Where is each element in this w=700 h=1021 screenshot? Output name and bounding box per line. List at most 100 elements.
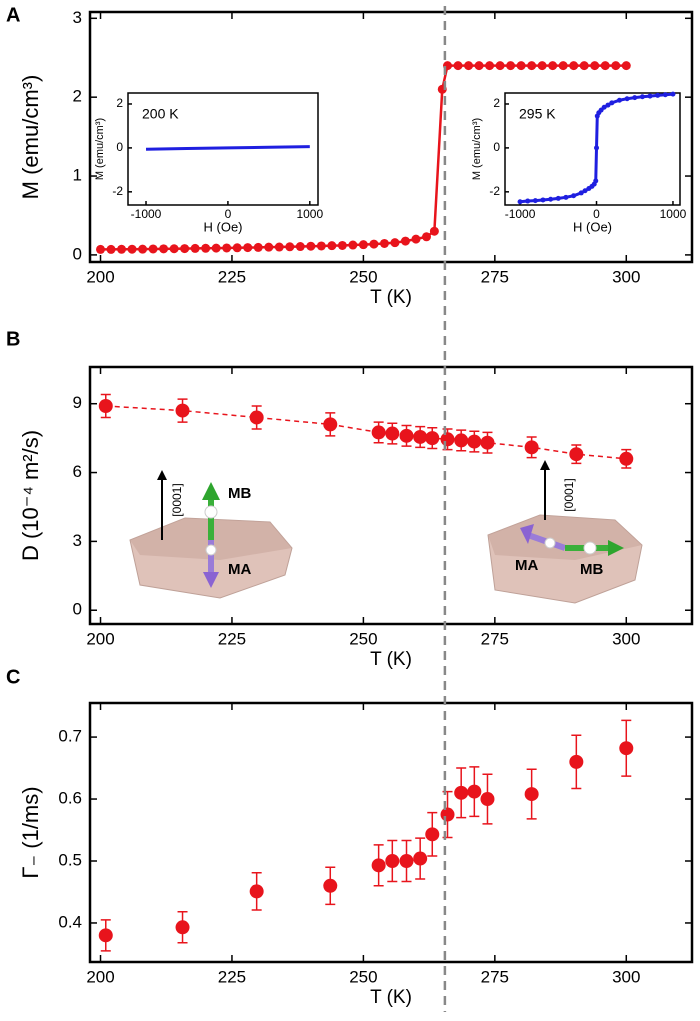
data-point xyxy=(400,236,410,246)
data-point xyxy=(316,241,326,251)
data-point xyxy=(127,244,137,254)
moment-label: MA xyxy=(228,561,251,578)
data-point xyxy=(593,178,599,184)
data-point xyxy=(578,190,584,196)
data-point xyxy=(138,244,148,254)
x-tick-label: 250 xyxy=(349,267,377,286)
data-point xyxy=(371,425,386,440)
x-tick-label: 200 xyxy=(86,629,114,648)
x-tick-label: 1000 xyxy=(296,207,323,221)
panel-label: A xyxy=(6,4,20,26)
data-point xyxy=(670,91,676,97)
plot-frame xyxy=(504,92,681,206)
data-point xyxy=(525,198,531,204)
x-tick-label: -1000 xyxy=(131,207,162,221)
data-point xyxy=(169,244,179,254)
x-tick-label: 275 xyxy=(481,967,509,986)
data-point xyxy=(175,920,190,935)
x-tick-label: 250 xyxy=(349,967,377,986)
trend-line xyxy=(105,405,627,460)
data-point xyxy=(117,244,127,254)
data-point xyxy=(453,61,463,71)
data-point xyxy=(454,433,469,448)
x-tick-label: 0 xyxy=(225,207,232,221)
data-point xyxy=(624,96,630,102)
moment-label: MA xyxy=(515,557,538,574)
x-tick-label: 225 xyxy=(218,267,246,286)
data-point xyxy=(96,244,106,254)
data-point xyxy=(464,61,474,71)
data-point xyxy=(285,242,295,252)
data-point xyxy=(548,61,558,71)
y-tick-label: 0.6 xyxy=(58,789,82,808)
data-point xyxy=(180,244,190,254)
data-point xyxy=(647,93,653,99)
data-line xyxy=(145,145,310,151)
inset-label: 200 K xyxy=(142,106,179,122)
x-tick-label: 200 xyxy=(86,267,114,286)
data-point xyxy=(413,851,428,866)
data-point xyxy=(421,232,431,242)
data-point xyxy=(632,95,638,101)
y-tick-label: 3 xyxy=(73,8,82,27)
data-point xyxy=(337,240,347,250)
data-point xyxy=(98,928,113,943)
y-axis-label: M (emu/cm³) xyxy=(18,75,43,200)
data-point xyxy=(467,434,482,449)
data-point xyxy=(425,827,440,842)
data-point xyxy=(582,188,588,194)
data-point xyxy=(232,243,242,253)
crystal-right xyxy=(487,460,643,604)
data-point xyxy=(323,878,338,893)
y-tick-label: 3 xyxy=(73,531,82,550)
data-point xyxy=(323,417,338,432)
y-tick-label: -2 xyxy=(489,184,500,198)
data-point xyxy=(571,193,577,199)
data-point xyxy=(411,234,421,244)
data-point xyxy=(148,244,158,254)
y-tick-label: 2 xyxy=(116,96,123,110)
data-point xyxy=(454,785,469,800)
data-point xyxy=(222,243,232,253)
data-point xyxy=(253,242,263,252)
data-point xyxy=(517,199,523,205)
data-point xyxy=(662,92,668,98)
data-point xyxy=(106,244,116,254)
data-point xyxy=(655,92,661,98)
x-tick-label: 300 xyxy=(612,967,640,986)
data-point xyxy=(548,196,554,202)
inset-label: 295 K xyxy=(519,106,556,122)
data-point xyxy=(609,100,615,106)
x-tick-label: -1000 xyxy=(505,207,536,221)
data-point xyxy=(639,94,645,100)
data-point xyxy=(385,854,400,869)
data-point xyxy=(467,784,482,799)
data-point xyxy=(211,243,221,253)
x-axis-label: T (K) xyxy=(370,287,412,308)
data-point xyxy=(527,61,537,71)
data-point xyxy=(537,61,547,71)
axis-annotation: [0001] xyxy=(562,478,576,511)
y-axis-label: D (10⁻⁴ m²/s) xyxy=(18,430,43,561)
data-point xyxy=(243,243,253,253)
panel-label: B xyxy=(6,328,20,350)
y-tick-label: 0.7 xyxy=(58,727,82,746)
x-tick-label: 225 xyxy=(218,629,246,648)
x-tick-label: 275 xyxy=(481,267,509,286)
data-point xyxy=(390,238,400,248)
y-tick-label: 9 xyxy=(73,393,82,412)
data-point xyxy=(440,807,455,822)
data-point xyxy=(159,244,169,254)
y-axis-label: M (emu/cm³) xyxy=(94,118,106,180)
data-point xyxy=(385,426,400,441)
moment-label: MB xyxy=(228,485,251,502)
x-axis-label: T (K) xyxy=(370,987,412,1008)
data-point xyxy=(190,243,200,253)
data-point xyxy=(440,432,455,447)
data-point xyxy=(306,241,316,251)
data-point xyxy=(594,145,600,151)
data-point xyxy=(555,195,561,201)
y-tick-label: 0 xyxy=(73,244,82,263)
data-point xyxy=(540,197,546,203)
